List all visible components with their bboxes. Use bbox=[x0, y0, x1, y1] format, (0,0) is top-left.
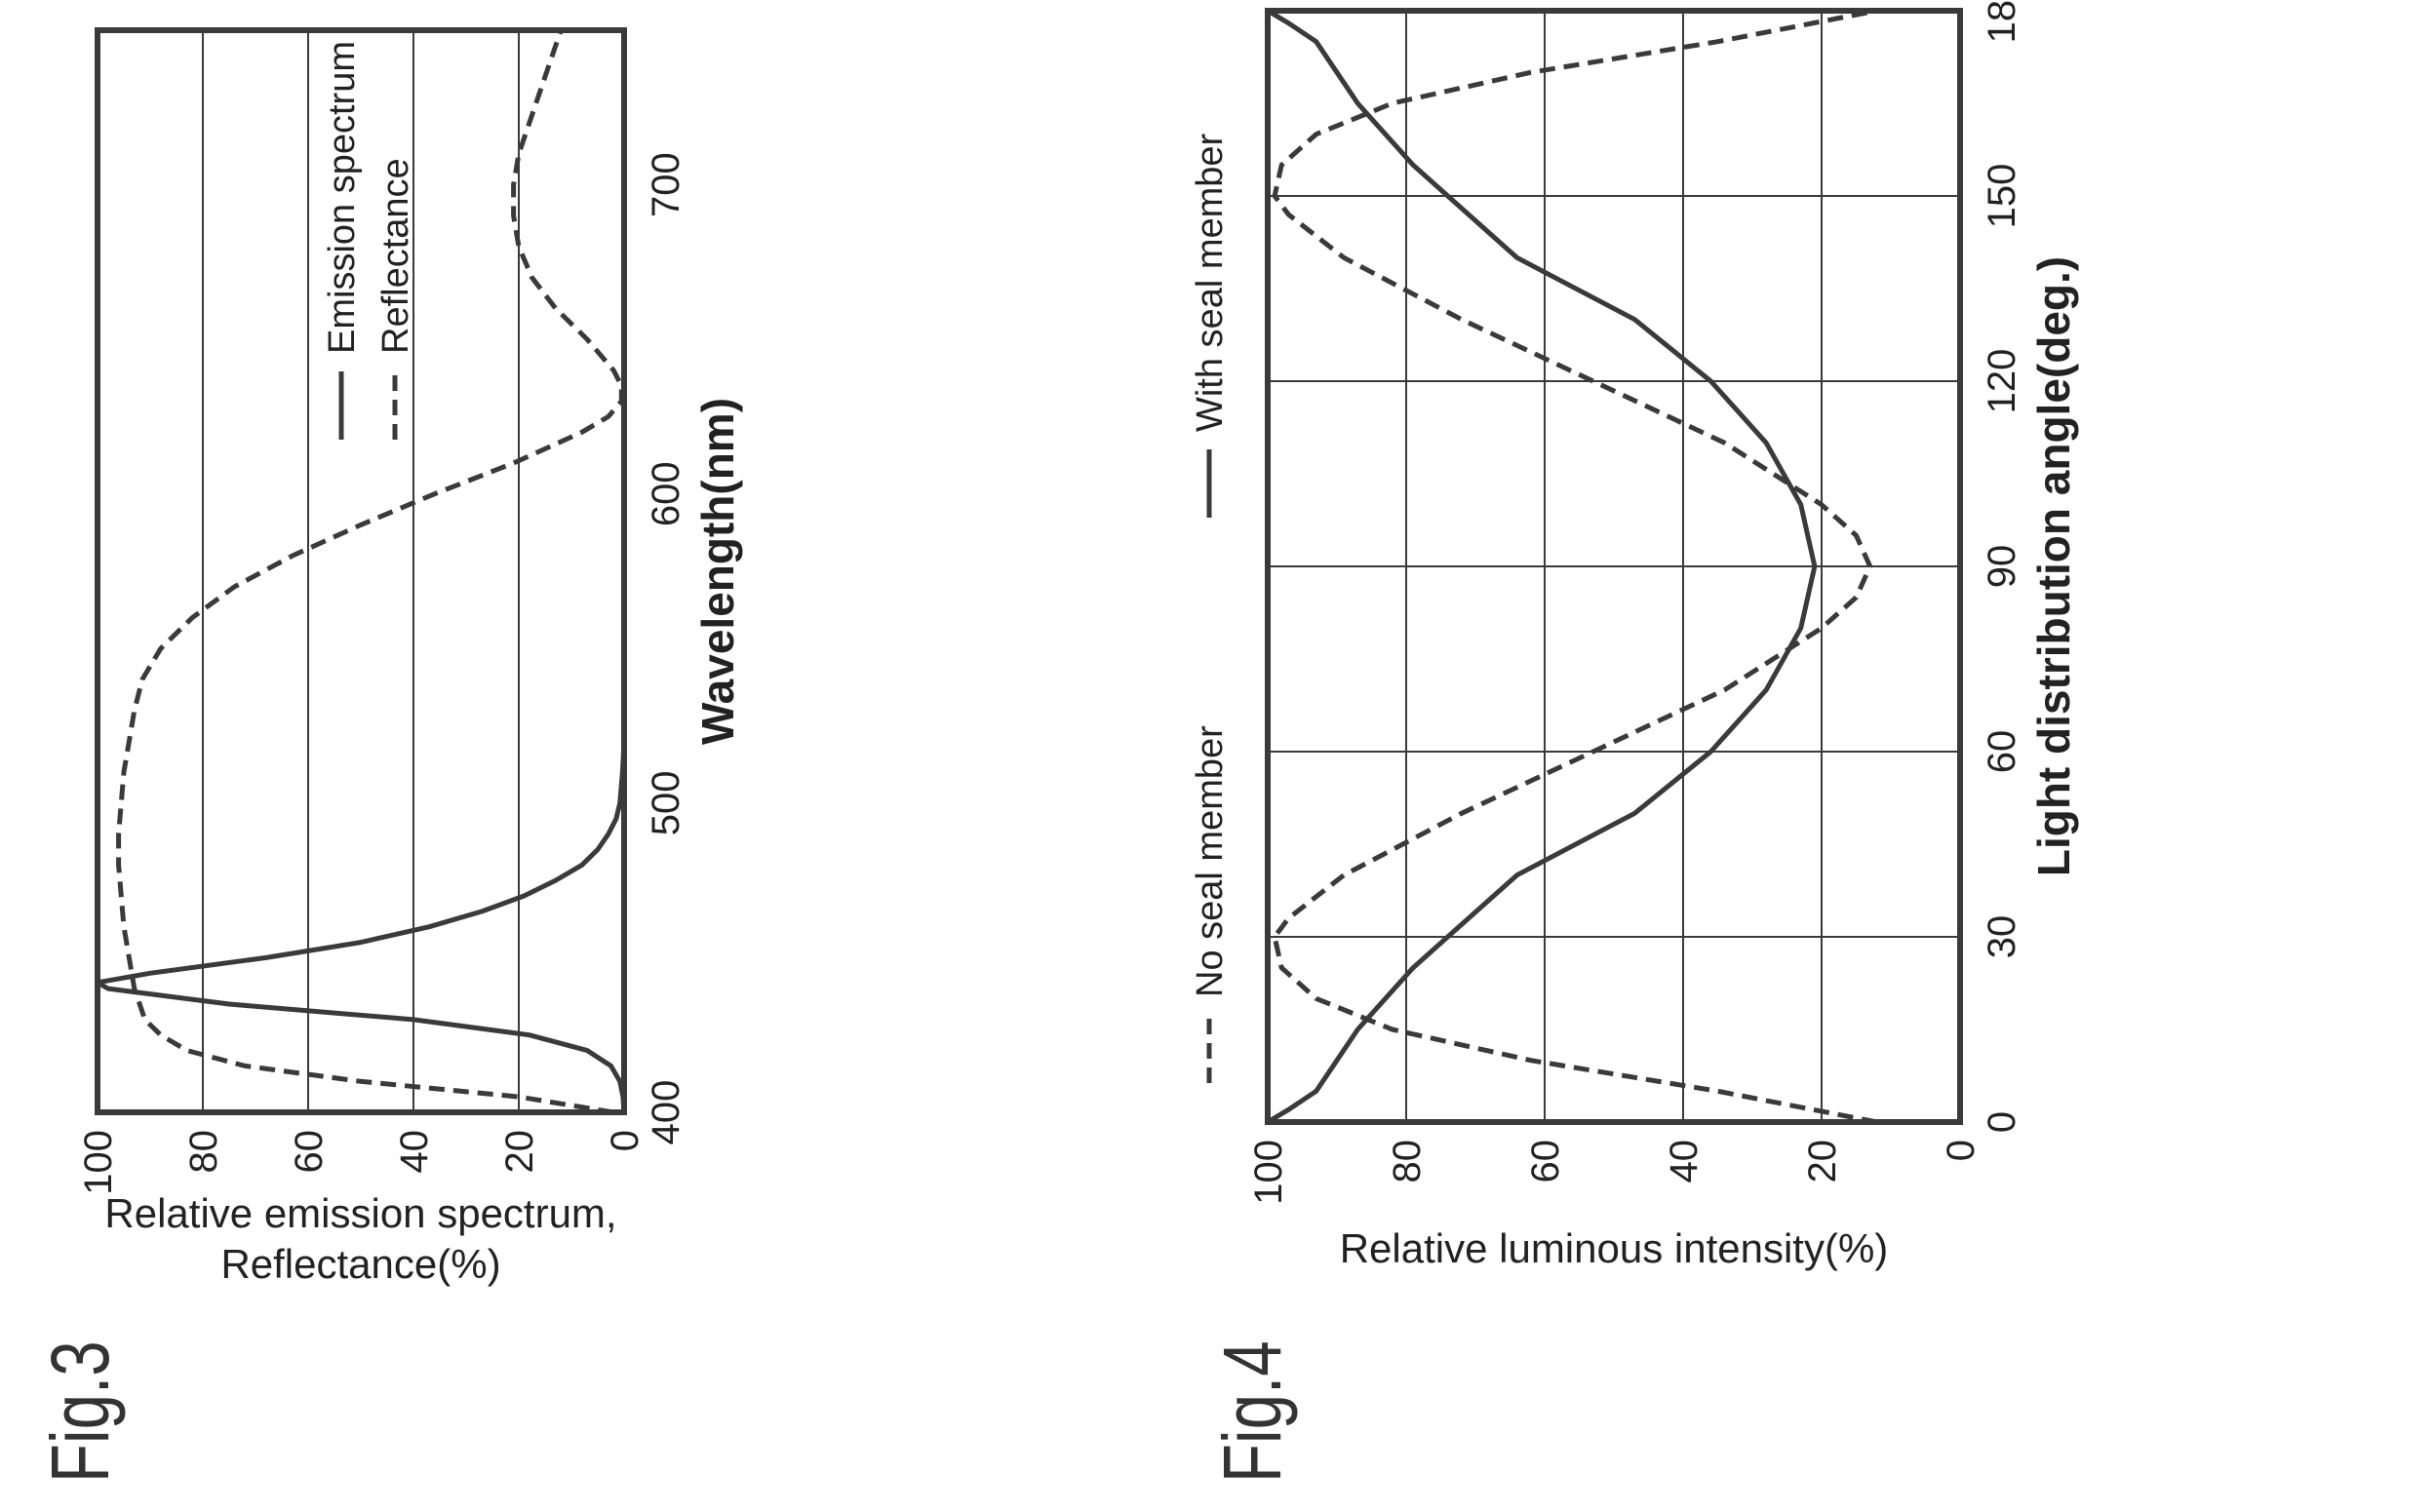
y-tick-label: 100 bbox=[1247, 1140, 1290, 1205]
x-tick-label: 600 bbox=[645, 461, 687, 526]
y-tick-label: 40 bbox=[1663, 1140, 1706, 1183]
y-axis-label-group: Relative emission spectrum, Reflectance(%… bbox=[104, 1190, 616, 1287]
legend-label-1: No seal member bbox=[1190, 725, 1231, 997]
y-tick-label: 80 bbox=[1386, 1140, 1429, 1183]
y-tick-label: 60 bbox=[288, 1130, 331, 1174]
y-axis-label: Relative emission spectrum, bbox=[104, 1190, 616, 1236]
x-axis-label: Wavelength(nm) bbox=[692, 398, 743, 745]
y-axis-label: Reflectance(%) bbox=[220, 1241, 500, 1287]
y-axis-label-group: Relative luminous intensity(%) bbox=[1340, 1225, 1889, 1271]
legend-label-1: Emission spectrum bbox=[322, 41, 363, 354]
x-tick-label: 30 bbox=[1981, 915, 2023, 959]
legend-label-2: With seal member bbox=[1190, 133, 1231, 432]
series-line-2 bbox=[116, 29, 624, 1115]
plot-frame bbox=[1265, 8, 1963, 1125]
x-tick-label: 90 bbox=[1981, 545, 2023, 589]
y-tick-label: 40 bbox=[393, 1130, 436, 1174]
y-tick-label: 20 bbox=[1801, 1140, 1844, 1183]
x-tick-label: 500 bbox=[645, 770, 687, 835]
x-tick-label: 60 bbox=[1981, 730, 2023, 774]
x-tick-label: 180 bbox=[1981, 0, 2023, 43]
x-tick-label: 0 bbox=[1981, 1111, 2023, 1133]
x-tick-label: 120 bbox=[1981, 349, 2023, 414]
luminous-intensity-chart: 0 30 60 90 120 150 180 0 20 40 60 80 100 Light distri… bbox=[1190, 0, 2079, 1271]
series-line-1 bbox=[95, 30, 627, 1113]
legend-label-2: Reflectance bbox=[375, 158, 416, 354]
y-tick-label: 100 bbox=[77, 1130, 120, 1195]
y-tick-label: 0 bbox=[1940, 1140, 1983, 1161]
series-line-2 bbox=[1266, 8, 1818, 1125]
x-tick-label: 150 bbox=[1981, 164, 2023, 229]
y-tick-label: 20 bbox=[498, 1130, 541, 1174]
y-axis-label: Relative luminous intensity(%) bbox=[1340, 1225, 1889, 1271]
x-axis-label: Light distribution angle(deg.) bbox=[2028, 256, 2079, 876]
x-tick-label: 700 bbox=[645, 152, 687, 217]
series-line-1 bbox=[1272, 8, 1878, 1125]
x-tick-label: 400 bbox=[645, 1080, 687, 1145]
emission-reflectance-chart: 400 500 600 700 0 20 40 60 80 100 Wavelength(nm) Re… bbox=[77, 27, 743, 1287]
y-tick-label: 60 bbox=[1524, 1140, 1567, 1183]
y-tick-label: 0 bbox=[604, 1130, 647, 1151]
plot-frame bbox=[95, 27, 627, 1115]
y-tick-label: 80 bbox=[182, 1130, 225, 1174]
